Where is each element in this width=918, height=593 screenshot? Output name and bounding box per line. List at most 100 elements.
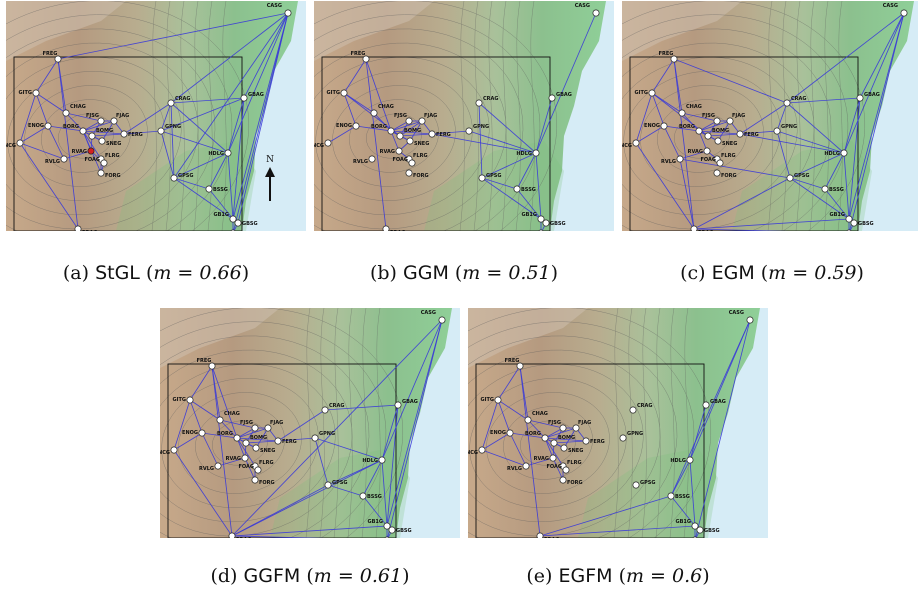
station-label-flrg: FLRG bbox=[721, 153, 736, 159]
edge-crag-hdlg bbox=[786, 102, 845, 154]
edge-chag-fjsg bbox=[527, 419, 564, 429]
study-area-frame bbox=[167, 363, 397, 538]
station-node-hdlg bbox=[224, 149, 232, 157]
contour-lines bbox=[314, 1, 558, 231]
station-label-ferg: FERG bbox=[590, 439, 605, 445]
station-label-crag: CRAG bbox=[637, 403, 653, 409]
station-label-fjsg: FJSG bbox=[86, 113, 99, 119]
edge-freg-borg bbox=[365, 58, 392, 132]
edge-hdlg-gbag bbox=[689, 404, 707, 461]
station-node-cncg bbox=[324, 139, 332, 147]
edges bbox=[173, 319, 443, 538]
edge-borg-fjag bbox=[82, 120, 115, 132]
station-node-gbag bbox=[394, 401, 402, 409]
station-label-gbag: GBAG bbox=[402, 399, 418, 405]
station-label-sneg: SNEG bbox=[568, 448, 583, 454]
edge-gpng-hdlg bbox=[776, 130, 845, 154]
station-node-forg bbox=[713, 169, 721, 177]
edge-hdlg-gpsg bbox=[481, 152, 537, 179]
edge-gitg-chag bbox=[497, 399, 529, 421]
station-node-gbsg bbox=[388, 526, 396, 534]
edge-chag-fjsg bbox=[681, 112, 718, 122]
station-label-foag: FOAG bbox=[238, 464, 254, 470]
station-node-enog bbox=[660, 122, 668, 130]
station-node-rvag bbox=[549, 454, 557, 462]
station-label-freg: FREG bbox=[197, 358, 212, 364]
station-node-freg bbox=[54, 55, 62, 63]
edge-casg-prag bbox=[231, 319, 443, 537]
edge-casg-gb1g bbox=[386, 319, 443, 527]
network-graph-b: CASG FREG GITG CHAG ENOG CNCG BORG BOMG FJSG FJAG… bbox=[314, 1, 614, 231]
station-label-sneg: SNEG bbox=[106, 141, 121, 147]
station-label-sneg: SNEG bbox=[722, 141, 737, 147]
edge-rvag-rvlg bbox=[63, 150, 92, 160]
edge-cncg-prag bbox=[635, 142, 695, 230]
edge-borg-fjag bbox=[544, 427, 577, 439]
station-label-gbag: GBAG bbox=[556, 92, 572, 98]
station-label-fjsg: FJSG bbox=[394, 113, 407, 119]
station-node-borg bbox=[541, 434, 549, 442]
station-label-forg: FORG bbox=[259, 480, 275, 486]
compass-label: N bbox=[266, 155, 274, 165]
station-label-rvlg: RVLG bbox=[353, 159, 368, 165]
edge-casg-trcg bbox=[387, 319, 443, 538]
edge-ferg-hdlg bbox=[739, 133, 845, 154]
caption-c-method: EGM bbox=[711, 262, 755, 284]
edge-borg-rvag bbox=[236, 437, 246, 459]
station-label-flrg: FLRG bbox=[259, 460, 274, 466]
station-label-gpsg: GPSG bbox=[640, 480, 655, 486]
edge-chag-borg bbox=[65, 112, 84, 132]
edge-freg-gitg bbox=[189, 365, 213, 401]
edge-freg-casg bbox=[57, 12, 289, 60]
station-label-bomg: BOMG bbox=[96, 128, 113, 134]
caption-d-method: GGFM bbox=[243, 565, 301, 587]
edge-gb1g-casg bbox=[232, 12, 289, 220]
edge-cncg-rvlg bbox=[481, 449, 527, 467]
station-node-gpng bbox=[465, 127, 473, 135]
station-node-prag bbox=[536, 532, 544, 538]
caption-b-method: GGM bbox=[403, 262, 449, 284]
station-node-hdlg bbox=[378, 456, 386, 464]
edge-bomg-ferg bbox=[707, 133, 741, 137]
edge-gpng-gpsg bbox=[314, 437, 329, 486]
station-label-rvlg: RVLG bbox=[45, 159, 60, 165]
edge-chag-borg bbox=[219, 419, 238, 439]
edge-hdlg-casg bbox=[843, 12, 905, 154]
edge-crag-hdlg bbox=[170, 102, 229, 154]
edge-freg-prag bbox=[57, 58, 79, 230]
station-label-hdlg: HDLG bbox=[824, 151, 840, 157]
north-arrow-icon: N bbox=[265, 155, 275, 201]
edge-gitg-enog bbox=[35, 92, 49, 127]
station-label-chag: CHAG bbox=[686, 104, 702, 110]
station-node-foag bbox=[408, 159, 416, 167]
edge-fjag-sneg bbox=[255, 427, 269, 449]
station-node-gbag bbox=[548, 94, 556, 102]
station-label-hdlg: HDLG bbox=[208, 151, 224, 157]
station-label-gitg: GITG bbox=[19, 90, 32, 96]
edge-fjag-sneg bbox=[101, 120, 115, 142]
station-node-borg bbox=[233, 434, 241, 442]
station-node-gpsg bbox=[324, 481, 332, 489]
station-node-cncg bbox=[632, 139, 640, 147]
station-label-borg: BORG bbox=[371, 124, 387, 130]
station-label-rvag: RVAG bbox=[380, 149, 395, 155]
stations: CASG FREG GITG CHAG ENOG CNCG BORG BOMG FJSG FJAG… bbox=[622, 3, 908, 231]
station-node-gpng bbox=[773, 127, 781, 135]
edge-casg-gpsg bbox=[173, 12, 289, 179]
edge-borg-fjag bbox=[236, 427, 269, 439]
edge-gbag-casg bbox=[243, 12, 289, 99]
edge-gbag-casg bbox=[859, 12, 905, 99]
station-label-rvag: RVAG bbox=[72, 149, 87, 155]
edge-enog-borg bbox=[201, 432, 238, 439]
station-label-bssg: BSSG bbox=[675, 494, 690, 500]
station-node-foag bbox=[562, 466, 570, 474]
stations: CASG FREG GITG CHAG ENOG CNCG BORG BOMG FJSG FJAG… bbox=[160, 310, 446, 538]
edge-crag-gpsg bbox=[170, 102, 175, 179]
stations: CASG FREG GITG CHAG ENOG CNCG BORG BOMG FJSG FJAG… bbox=[468, 310, 754, 538]
station-node-cncg bbox=[16, 139, 24, 147]
station-label-cncg: CNCG bbox=[160, 450, 170, 456]
edge-gpsg-prag bbox=[693, 177, 791, 230]
station-node-enog bbox=[352, 122, 360, 130]
station-label-forg: FORG bbox=[105, 173, 121, 179]
station-node-bomg bbox=[550, 439, 558, 447]
